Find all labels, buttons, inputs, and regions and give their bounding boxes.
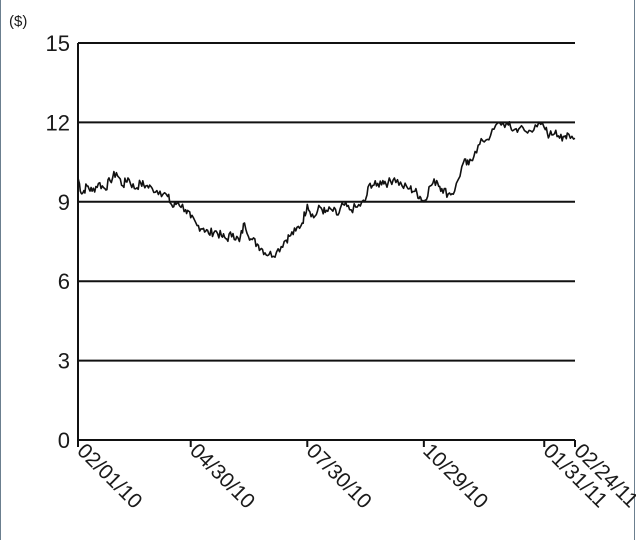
x-tick-label: 02/01/10 — [72, 439, 146, 513]
y-tick-label: 3 — [58, 349, 70, 374]
y-tick-label: 15 — [46, 31, 70, 56]
price-series-line — [77, 121, 576, 258]
y-tick-label: 9 — [58, 190, 70, 215]
x-tick-label: 10/29/10 — [418, 439, 492, 513]
x-tick-label: 07/30/10 — [302, 439, 376, 513]
y-tick-label: 12 — [46, 110, 70, 135]
y-tick-label: 0 — [58, 428, 70, 453]
y-tick-label: 6 — [58, 269, 70, 294]
x-tick-label: 04/30/10 — [185, 439, 259, 513]
unit-label: ($) — [9, 13, 27, 30]
